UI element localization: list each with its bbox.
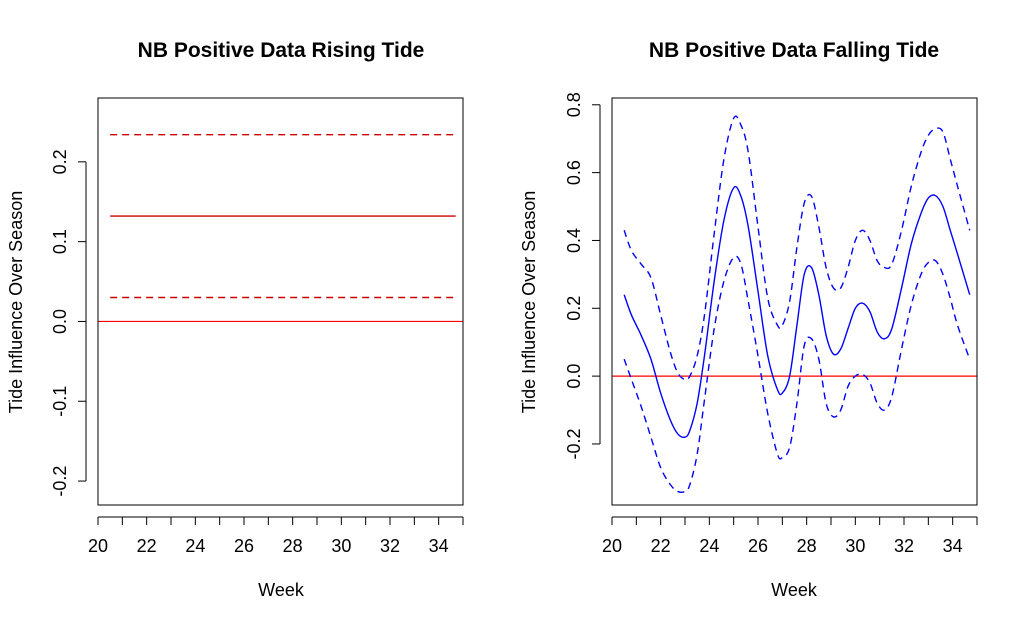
chart-marks — [98, 134, 463, 323]
y-tick-label: 0.0 — [564, 364, 584, 389]
x-tick-label: 30 — [331, 536, 351, 556]
x-tick-label: 22 — [137, 536, 157, 556]
x-tick-label: 28 — [797, 536, 817, 556]
chart-title: NB Positive Data Rising Tide — [138, 39, 425, 62]
x-tick-label: 26 — [748, 536, 768, 556]
axis-ticks: 20 22 24 26 28 30 32 34 -0.2 -0.1 0.0 0.1 0.2 — [50, 149, 464, 556]
x-axis-label: Week — [771, 580, 818, 600]
x-tick-label: 20 — [602, 536, 622, 556]
y-tick-label: -0.2 — [564, 428, 584, 459]
plot-frame — [97, 97, 464, 506]
confidence-band-line — [623, 255, 971, 493]
x-tick-label: 26 — [234, 536, 254, 556]
y-tick-label: 0.8 — [564, 92, 584, 117]
x-tick-label: 22 — [651, 536, 671, 556]
chart-title: NB Positive Data Falling Tide — [649, 39, 939, 62]
x-tick-label: 30 — [845, 536, 865, 556]
x-tick-label: 32 — [894, 536, 914, 556]
y-tick-label: 0.2 — [50, 149, 70, 174]
chart-marks — [612, 115, 977, 493]
falling-tide-panel: NB Positive Data Falling Tide Week Tide … — [519, 39, 978, 600]
y-tick-label: -0.2 — [50, 466, 70, 497]
y-tick-label: 0.4 — [564, 228, 584, 253]
x-axis-label: Week — [258, 580, 305, 600]
y-axis-label: Tide Influence Over Season — [6, 191, 26, 413]
y-tick-label: 0.0 — [50, 309, 70, 334]
confidence-band-line — [623, 115, 971, 381]
y-tick-label: 0.1 — [50, 229, 70, 254]
y-axis-label: Tide Influence Over Season — [519, 191, 539, 413]
x-tick-label: 34 — [943, 536, 963, 556]
x-tick-label: 34 — [429, 536, 449, 556]
y-tick-label: 0.6 — [564, 160, 584, 185]
plot-frame — [611, 97, 978, 506]
x-tick-label: 24 — [185, 536, 205, 556]
axis-ticks: 20 22 24 26 28 30 32 34 -0.2 0.0 0.2 0.4 0.6 0.8 — [564, 92, 978, 556]
rising-tide-panel: NB Positive Data Rising Tide Week Tide I… — [6, 39, 464, 600]
x-tick-label: 20 — [88, 536, 108, 556]
x-tick-label: 24 — [699, 536, 719, 556]
x-tick-label: 32 — [380, 536, 400, 556]
y-tick-label: 0.2 — [564, 296, 584, 321]
y-tick-label: -0.1 — [50, 386, 70, 417]
estimate-line — [623, 185, 971, 439]
x-tick-label: 28 — [283, 536, 303, 556]
